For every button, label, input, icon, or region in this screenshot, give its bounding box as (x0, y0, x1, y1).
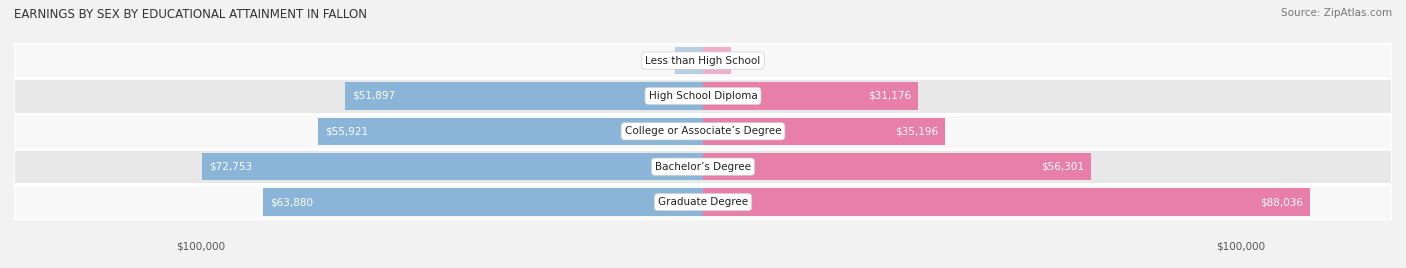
Bar (703, 118, 945, 145)
Text: Bachelor’s Degree: Bachelor’s Degree (655, 162, 751, 172)
Bar (202, 153, 703, 180)
Bar (703, 188, 1309, 216)
Bar (318, 118, 703, 145)
Bar (675, 47, 703, 74)
Text: $72,753: $72,753 (208, 162, 252, 172)
Text: $31,176: $31,176 (868, 91, 911, 101)
Text: $88,036: $88,036 (1260, 197, 1302, 207)
Bar (14, 114, 1392, 149)
Text: $51,897: $51,897 (353, 91, 395, 101)
Text: $0: $0 (734, 55, 747, 66)
Bar (14, 78, 1392, 114)
Text: $63,880: $63,880 (270, 197, 312, 207)
Text: College or Associate’s Degree: College or Associate’s Degree (624, 126, 782, 136)
Text: Less than High School: Less than High School (645, 55, 761, 66)
Bar (703, 153, 1091, 180)
Bar (703, 82, 918, 110)
Bar (263, 188, 703, 216)
Text: $0: $0 (659, 55, 672, 66)
Text: $55,921: $55,921 (325, 126, 368, 136)
Bar (703, 47, 731, 74)
Bar (14, 184, 1392, 220)
Text: Graduate Degree: Graduate Degree (658, 197, 748, 207)
Bar (14, 149, 1392, 184)
Text: $100,000: $100,000 (1216, 241, 1265, 251)
Text: $35,196: $35,196 (896, 126, 939, 136)
Text: $100,000: $100,000 (176, 241, 225, 251)
Text: EARNINGS BY SEX BY EDUCATIONAL ATTAINMENT IN FALLON: EARNINGS BY SEX BY EDUCATIONAL ATTAINMEN… (14, 8, 367, 21)
Bar (14, 43, 1392, 78)
Bar (346, 82, 703, 110)
Text: High School Diploma: High School Diploma (648, 91, 758, 101)
Text: $56,301: $56,301 (1040, 162, 1084, 172)
Text: Source: ZipAtlas.com: Source: ZipAtlas.com (1281, 8, 1392, 18)
